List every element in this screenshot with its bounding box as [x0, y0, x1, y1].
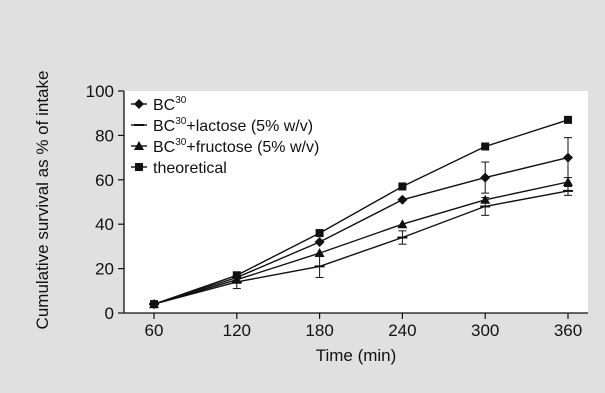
data-point	[398, 182, 407, 191]
series-line	[153, 119, 569, 305]
data-point	[150, 300, 158, 309]
series-line	[153, 181, 569, 305]
data-point	[314, 236, 325, 247]
data-point	[397, 194, 408, 205]
legend-label-sup: 30	[175, 95, 187, 106]
y-tick-label: 40	[95, 215, 114, 234]
y-tick-label: 0	[105, 304, 114, 323]
legend-marker	[135, 163, 143, 171]
y-tick-label: 60	[95, 171, 114, 190]
y-tick-label: 80	[95, 126, 114, 145]
data-point	[314, 248, 325, 258]
data-point	[480, 194, 491, 204]
legend-label: theoretical	[153, 160, 227, 177]
legend-label-base: theoretical	[153, 160, 227, 177]
legend-item: theoretical	[131, 160, 227, 177]
legend-marker	[134, 99, 144, 109]
series-4	[150, 115, 572, 309]
legend-label-suffix: +fructose (5% w/v)	[186, 139, 319, 156]
legend-label: BC30+lactose (5% w/v)	[153, 116, 313, 135]
data-point	[564, 115, 572, 124]
y-tick-label: 20	[95, 260, 114, 279]
x-tick-label: 180	[305, 321, 333, 340]
y-tick-label: 100	[86, 82, 114, 101]
legend-label-sup: 30	[175, 137, 187, 148]
legend-marker	[134, 141, 144, 150]
legend-label-sup: 30	[175, 116, 187, 127]
data-point	[232, 271, 241, 280]
legend-item: BC30+lactose (5% w/v)	[131, 116, 313, 135]
legend-label-base: BC	[153, 139, 175, 156]
data-point	[563, 177, 573, 187]
data-point	[563, 152, 573, 163]
x-tick-label: 360	[554, 321, 582, 340]
axes: 0 20 40 60 80 100 60 120 180 240 300 360	[86, 82, 588, 340]
x-tick-label: 240	[388, 321, 416, 340]
x-tick-label: 300	[471, 321, 499, 340]
x-tick-label: 120	[223, 321, 251, 340]
series-line	[153, 190, 569, 305]
legend-label-base: BC	[153, 118, 175, 135]
data-point	[481, 142, 490, 151]
x-tick-label: 60	[145, 321, 164, 340]
legend-label-base: BC	[153, 97, 175, 114]
series-group	[149, 115, 573, 310]
legend-item: BC30	[131, 95, 187, 114]
data-point	[397, 219, 408, 229]
series-line	[153, 156, 569, 305]
x-axis-title: Time (min)	[316, 346, 397, 365]
legend-label-suffix: +lactose (5% w/v)	[186, 118, 313, 135]
legend-item: BC30+fructose (5% w/v)	[131, 137, 319, 156]
legend-label: BC30+fructose (5% w/v)	[153, 137, 319, 156]
legend-label: BC30	[153, 95, 187, 114]
y-axis-title: Cumulative survival as % of intake	[33, 71, 52, 330]
data-point	[480, 172, 491, 183]
data-point	[315, 229, 324, 238]
